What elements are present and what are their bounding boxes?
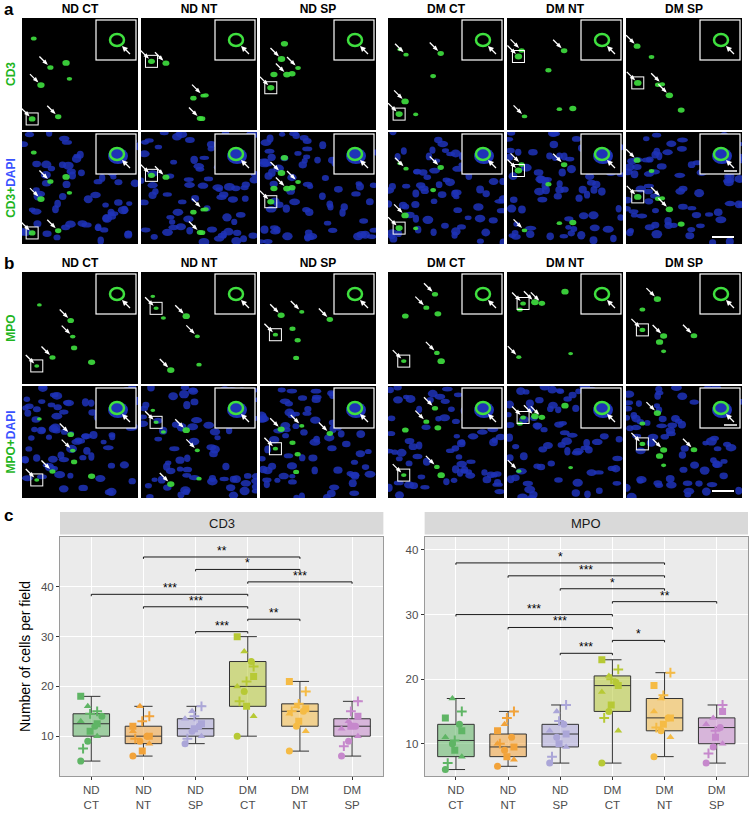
svg-text:DM NT: DM NT — [546, 2, 585, 16]
svg-text:DMSP: DMSP — [343, 784, 361, 811]
svg-text:30: 30 — [41, 631, 54, 643]
svg-text:ND SP: ND SP — [300, 2, 337, 16]
svg-text:40: 40 — [406, 544, 419, 556]
svg-text:*: * — [558, 550, 563, 564]
svg-text:CD3: CD3 — [4, 62, 18, 86]
svg-text:MPO+DAPI: MPO+DAPI — [4, 410, 18, 473]
svg-text:ND CT: ND CT — [62, 2, 99, 16]
svg-text:ND NT: ND NT — [181, 256, 218, 270]
svg-text:b: b — [4, 254, 14, 273]
svg-text:30: 30 — [406, 609, 419, 621]
svg-text:CD3+DAPI: CD3+DAPI — [4, 158, 18, 218]
svg-text:NDSP: NDSP — [552, 784, 569, 811]
svg-text:10: 10 — [406, 738, 419, 750]
svg-text:Number of cells per field: Number of cells per field — [18, 581, 34, 732]
svg-text:**: ** — [269, 606, 279, 620]
svg-text:NDNT: NDNT — [135, 784, 152, 811]
svg-text:DMNT: DMNT — [291, 784, 309, 811]
svg-text:***: *** — [553, 614, 567, 628]
svg-text:ND CT: ND CT — [62, 256, 99, 270]
svg-text:NDCT: NDCT — [83, 784, 100, 811]
svg-text:NDNT: NDNT — [500, 784, 517, 811]
svg-text:DMCT: DMCT — [603, 784, 621, 811]
svg-text:DM CT: DM CT — [427, 2, 466, 16]
html-text:c: c — [4, 506, 14, 525]
svg-text:***: *** — [527, 602, 541, 616]
svg-text:***: *** — [293, 569, 307, 583]
svg-text:DM CT: DM CT — [427, 256, 466, 270]
svg-text:10: 10 — [41, 730, 54, 742]
svg-text:ND NT: ND NT — [181, 2, 218, 16]
svg-text:*: * — [610, 576, 615, 590]
svg-text:*: * — [245, 556, 250, 570]
svg-text:DMSP: DMSP — [708, 784, 726, 811]
svg-text:DMCT: DMCT — [239, 784, 257, 811]
svg-text:**: ** — [660, 589, 670, 603]
svg-text:**: ** — [217, 544, 227, 558]
svg-text:MPO: MPO — [571, 516, 601, 531]
svg-text:20: 20 — [41, 680, 54, 692]
svg-text:CD3: CD3 — [209, 516, 235, 531]
svg-text:***: *** — [163, 581, 177, 595]
svg-text:DM NT: DM NT — [546, 256, 585, 270]
svg-text:20: 20 — [406, 673, 419, 685]
svg-text:DM SP: DM SP — [665, 256, 703, 270]
svg-text:NDSP: NDSP — [187, 784, 204, 811]
svg-text:ND SP: ND SP — [300, 256, 337, 270]
svg-text:***: *** — [189, 594, 203, 608]
svg-text:MPO: MPO — [4, 314, 18, 341]
svg-text:***: *** — [579, 563, 593, 577]
svg-text:NDCT: NDCT — [448, 784, 465, 811]
svg-text:***: *** — [215, 619, 229, 633]
svg-text:*: * — [636, 627, 641, 641]
svg-text:a: a — [4, 0, 14, 19]
svg-text:DMNT: DMNT — [656, 784, 674, 811]
svg-text:***: *** — [579, 640, 593, 654]
svg-text:40: 40 — [41, 581, 54, 593]
svg-text:DM SP: DM SP — [665, 2, 703, 16]
